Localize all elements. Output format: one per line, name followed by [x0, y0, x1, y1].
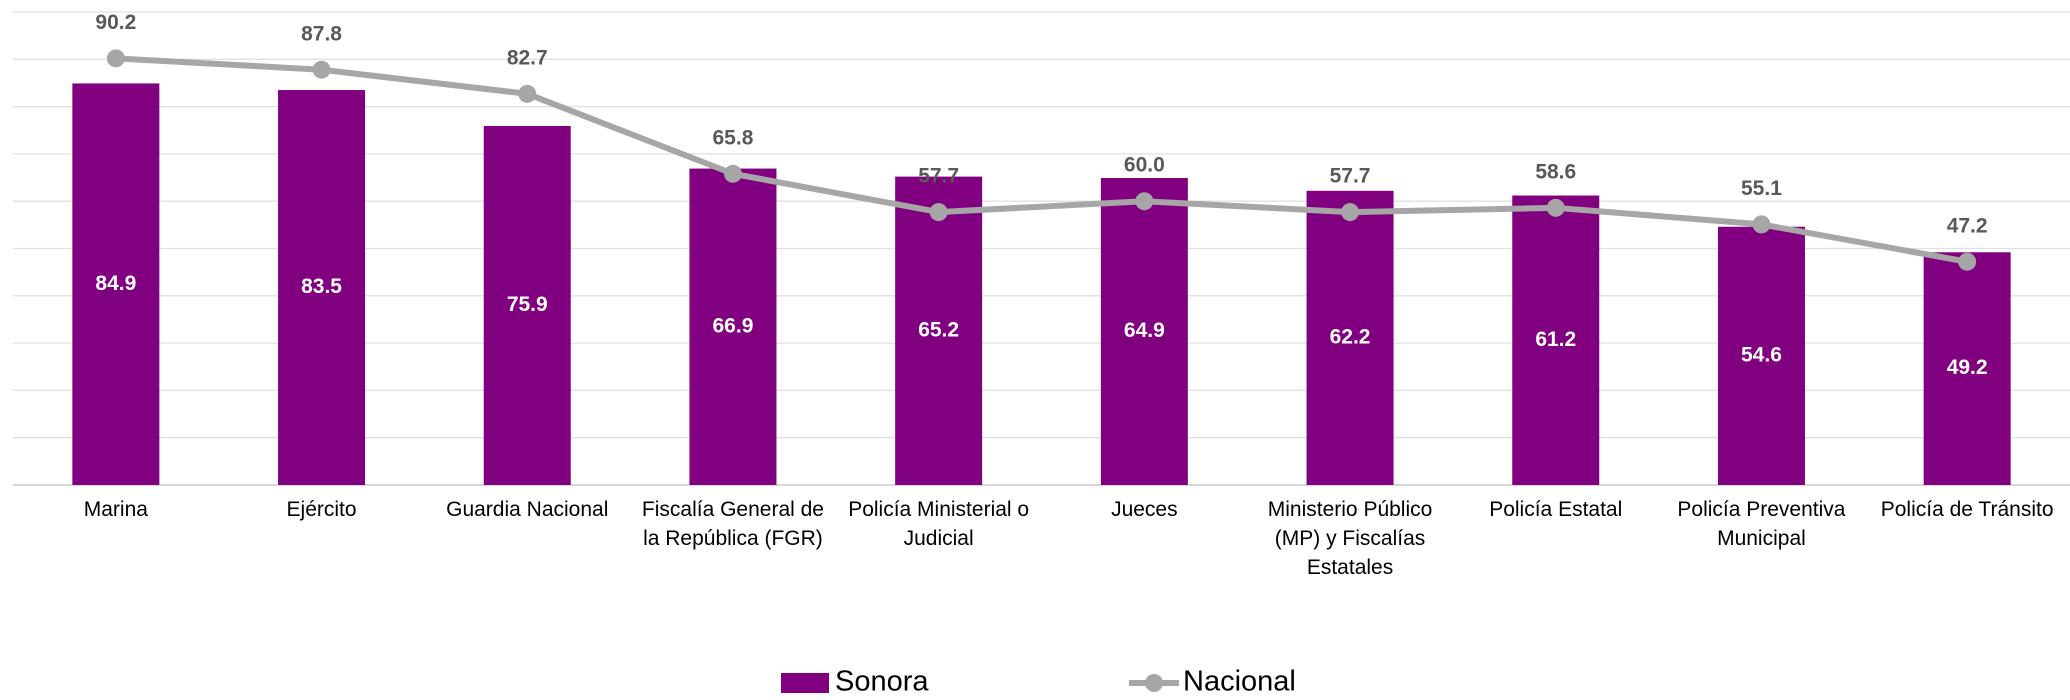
- bar-value-label: 49.2: [1947, 356, 1988, 379]
- bar-value-label: 61.2: [1535, 328, 1576, 351]
- bar: [278, 90, 366, 486]
- bar-value-label: 83.5: [301, 275, 342, 298]
- line-marker: [1752, 215, 1771, 234]
- line-value-label: 57.7: [1330, 165, 1371, 188]
- legend-label: Nacional: [1183, 666, 1296, 698]
- line: [115, 55, 1968, 265]
- line-value-label: 55.1: [1741, 177, 1782, 200]
- x-tick-label: Marina: [83, 498, 148, 521]
- line-marker: [929, 203, 948, 222]
- legend-swatch: [1145, 674, 1163, 692]
- line-marker: [518, 84, 537, 103]
- x-tick-label: Fiscalía General de la República (FGR): [641, 498, 824, 550]
- line-value-label: 65.8: [713, 126, 754, 149]
- bar: [895, 176, 983, 485]
- bar: [72, 83, 160, 485]
- line-value-label: 57.7: [918, 165, 959, 188]
- bar-value-label: 64.9: [1124, 319, 1165, 342]
- x-tick-label: Policía Ministerial o Judicial: [848, 498, 1030, 550]
- x-tick-label: Guardia Nacional: [446, 498, 609, 521]
- bar-value-label: 65.2: [918, 318, 959, 341]
- bar-value-label: 54.6: [1741, 343, 1782, 366]
- bar-value-label: 62.2: [1330, 325, 1371, 348]
- legend-swatch: [781, 673, 829, 693]
- line-value-label: 60.0: [1124, 154, 1165, 177]
- bar-value-label: 66.9: [713, 314, 754, 337]
- bar: [483, 125, 571, 486]
- line-marker: [1135, 192, 1154, 211]
- bar: [1717, 226, 1805, 485]
- line-marker: [312, 60, 331, 79]
- x-tick-label: Ministerio Público (MP) y Fiscalías Esta…: [1267, 498, 1433, 579]
- legend-label: Sonora: [835, 666, 929, 698]
- bar: [1512, 195, 1600, 486]
- bar: [1100, 178, 1188, 485]
- x-tick-label: Ejército: [286, 498, 357, 521]
- bar: [1306, 190, 1394, 485]
- x-tick-label: Policía de Tránsito: [1880, 498, 2054, 521]
- x-tick-label: Jueces: [1111, 498, 1178, 521]
- line-value-label: 58.6: [1535, 160, 1576, 183]
- line-marker: [1341, 203, 1360, 222]
- line-value-label: 87.8: [301, 22, 342, 45]
- line-marker: [106, 49, 125, 68]
- line-value-label: 82.7: [507, 46, 548, 69]
- x-tick-label: Policía Preventiva Municipal: [1677, 498, 1846, 550]
- line-marker: [1546, 198, 1565, 217]
- line-value-label: 90.2: [95, 11, 136, 34]
- bar: [1923, 252, 2011, 485]
- bar-value-label: 84.9: [95, 272, 136, 295]
- bar-value-label: 75.9: [507, 293, 548, 316]
- bar: [689, 168, 777, 486]
- line-marker: [723, 164, 742, 183]
- line-marker: [1958, 252, 1977, 271]
- x-tick-label: Policía Estatal: [1489, 498, 1623, 521]
- line-value-label: 47.2: [1947, 214, 1988, 237]
